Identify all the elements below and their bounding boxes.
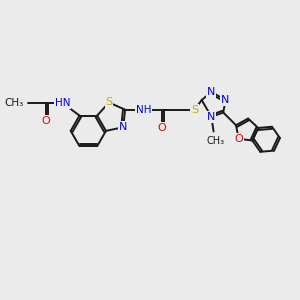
Text: NH: NH xyxy=(136,105,152,115)
Text: S: S xyxy=(191,105,198,115)
Text: N: N xyxy=(119,122,128,132)
Text: HN: HN xyxy=(55,98,70,108)
Text: N: N xyxy=(221,95,230,105)
Text: S: S xyxy=(105,98,112,107)
Text: N: N xyxy=(207,87,216,97)
Text: O: O xyxy=(157,123,166,133)
Text: O: O xyxy=(234,134,243,144)
Text: CH₃: CH₃ xyxy=(206,136,224,146)
Text: CH₃: CH₃ xyxy=(5,98,24,108)
Text: N: N xyxy=(207,112,216,122)
Text: O: O xyxy=(41,116,50,126)
